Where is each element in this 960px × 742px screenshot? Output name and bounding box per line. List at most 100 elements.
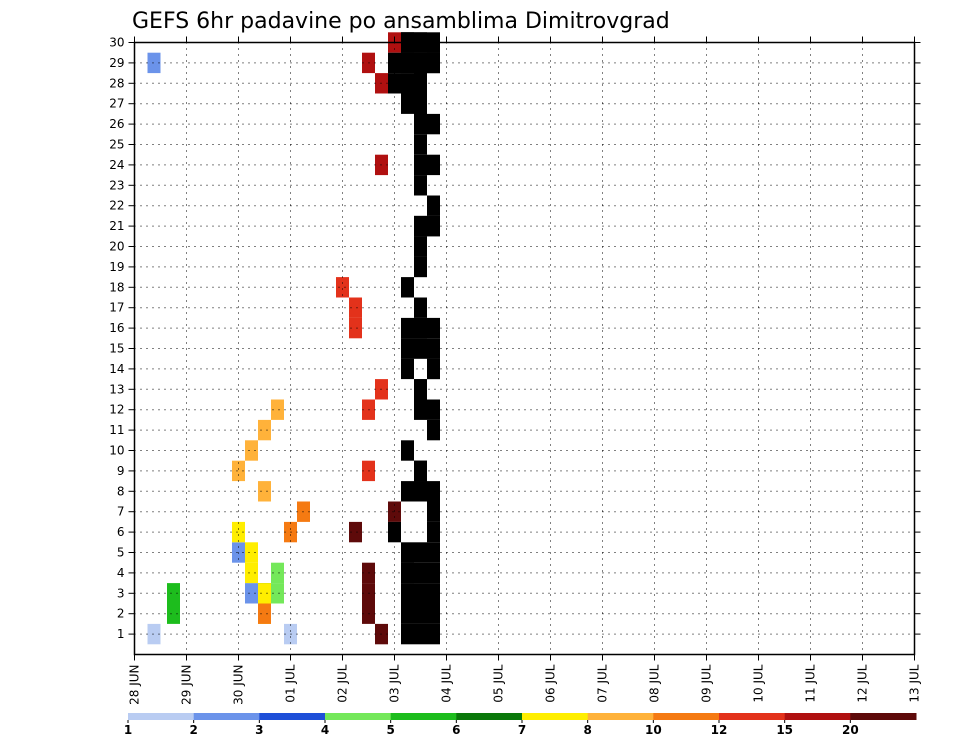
y-tick-label: 1	[117, 627, 125, 641]
data-cell	[414, 256, 427, 278]
y-tick-label: 11	[109, 423, 124, 437]
data-cell	[401, 93, 414, 114]
data-cell	[167, 583, 180, 604]
x-tick-label: 08 JUL	[648, 664, 662, 702]
data-cell	[427, 562, 440, 584]
y-tick-label: 30	[109, 36, 124, 50]
colorbar-label: 3	[255, 723, 263, 737]
data-cell	[414, 134, 427, 155]
data-cell	[258, 603, 271, 624]
y-tick-label: 28	[109, 76, 124, 90]
colorbar-swatch	[587, 713, 654, 720]
colorbar-swatch	[325, 713, 392, 720]
colorbar-label: 15	[776, 723, 793, 737]
data-cell	[401, 623, 414, 645]
y-tick-label: 23	[109, 178, 124, 192]
y-tick-label: 15	[109, 342, 124, 356]
chart-title: GEFS 6hr padavine po ansamblima Dimitrov…	[132, 9, 670, 34]
colorbar-swatch	[522, 713, 589, 720]
data-cell	[427, 521, 440, 543]
colorbar-swatch	[193, 713, 260, 720]
y-tick-label: 18	[109, 280, 124, 294]
data-cell	[401, 277, 414, 298]
data-cell	[427, 52, 440, 74]
data-cell	[414, 52, 427, 74]
y-tick-label: 16	[109, 321, 124, 335]
data-cell	[427, 195, 440, 216]
data-cell	[401, 73, 414, 94]
data-cell	[427, 215, 440, 237]
data-cell	[245, 440, 258, 461]
x-tick-label: 03 JUL	[388, 664, 402, 702]
data-cell	[388, 521, 401, 543]
x-tick-label: 04 JUL	[440, 664, 454, 702]
x-tick-label: 30 JUN	[232, 665, 246, 705]
colorbar-label: 5	[386, 723, 394, 737]
data-cell	[427, 481, 440, 502]
colorbar-swatch	[719, 713, 786, 720]
data-cell	[414, 215, 427, 237]
data-cell	[258, 419, 271, 441]
data-cell	[414, 236, 427, 257]
y-tick-label: 9	[117, 464, 125, 478]
colorbar-swatch	[259, 713, 326, 720]
data-cell	[245, 583, 258, 604]
y-tick-label: 24	[109, 158, 124, 172]
data-cell	[427, 113, 440, 135]
x-tick-label: 28 JUN	[128, 665, 142, 705]
x-tick-label: 11 JUL	[804, 664, 818, 702]
data-cell	[427, 419, 440, 441]
data-cell	[414, 542, 427, 563]
colorbar-label: 10	[645, 723, 662, 737]
colorbar-swatch	[390, 713, 457, 720]
y-tick-label: 29	[109, 56, 124, 70]
data-cell	[414, 338, 427, 359]
data-cell	[414, 93, 427, 114]
data-cell	[414, 583, 427, 604]
y-tick-label: 8	[117, 484, 125, 498]
data-cell	[258, 481, 271, 502]
y-tick-label: 7	[117, 505, 125, 519]
data-cell	[427, 358, 440, 380]
data-cell	[271, 583, 284, 604]
data-cell	[232, 460, 245, 482]
data-cell	[401, 338, 414, 359]
data-cell	[427, 317, 440, 339]
data-cell	[414, 317, 427, 339]
y-tick-label: 19	[109, 260, 124, 274]
y-axis-ticks: 1234567891011121314151617181920212223242…	[109, 36, 921, 641]
data-cell	[401, 542, 414, 563]
colorbar-label: 4	[321, 723, 329, 737]
y-tick-label: 21	[109, 219, 124, 233]
grid-lines	[134, 42, 915, 655]
colorbar-label: 12	[711, 723, 728, 737]
colorbar-swatch	[784, 713, 851, 720]
data-cell	[336, 277, 349, 298]
data-cell	[427, 542, 440, 563]
x-tick-label: 07 JUL	[596, 664, 610, 702]
colorbar-label: 8	[583, 723, 591, 737]
x-tick-label: 01 JUL	[284, 664, 298, 702]
x-tick-label: 29 JUN	[180, 665, 194, 705]
data-cell	[427, 583, 440, 604]
colorbar-label: 1	[124, 723, 132, 737]
x-tick-label: 06 JUL	[544, 664, 558, 702]
y-tick-label: 6	[117, 525, 125, 539]
data-cell	[427, 338, 440, 359]
x-tick-label: 13 JUL	[908, 664, 922, 702]
data-cell	[427, 154, 440, 176]
data-cell	[401, 52, 414, 74]
data-cell	[414, 379, 427, 400]
y-tick-label: 22	[109, 199, 124, 213]
x-tick-label: 02 JUL	[336, 664, 350, 702]
data-cell	[388, 52, 401, 74]
data-cell	[414, 175, 427, 196]
y-tick-label: 10	[109, 444, 124, 458]
y-tick-label: 4	[117, 566, 125, 580]
x-tick-label: 10 JUL	[752, 664, 766, 702]
colorbar-swatch	[128, 713, 195, 720]
y-tick-label: 5	[117, 546, 125, 560]
colorbar-label: 2	[189, 723, 197, 737]
data-cell	[147, 52, 161, 74]
